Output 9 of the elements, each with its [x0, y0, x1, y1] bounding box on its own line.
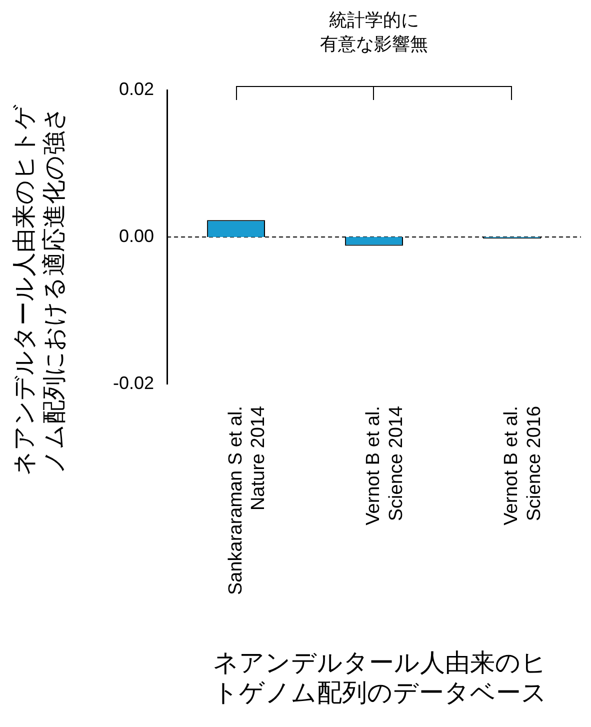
y-axis-title: ネアンデルタール人由来のヒトゲノム配列における適応進化の強さ [10, 104, 69, 478]
x-axis-title: ネアンデルタール人由来のヒトゲノム配列のデータベース [212, 648, 548, 708]
x-tick-label: Sankararaman S et al. Nature 2014 [225, 406, 270, 595]
x-tick-label: Vernot B et al. Science 2016 [501, 406, 546, 526]
x-tick-label: Vernot B et al. Science 2014 [363, 406, 408, 526]
text: 統計学的に有意な影響無 [320, 9, 428, 56]
y-tick-label: -0.02 [112, 372, 154, 393]
y-tick-label: 0.02 [118, 78, 154, 99]
y-tick-label: 0.00 [118, 226, 154, 246]
